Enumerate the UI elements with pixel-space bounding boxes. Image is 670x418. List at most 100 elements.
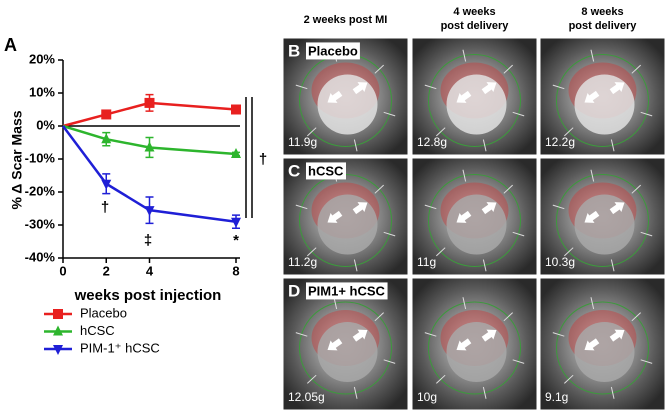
segment-line [503,184,513,194]
segment-line [307,374,317,384]
mri-image: 12.2g [539,37,666,156]
segment-line [512,231,525,237]
epicardial-contour [556,54,649,147]
legend-marker [53,309,63,319]
marker [144,206,155,217]
y-tick-label: -10% [25,150,56,165]
legend-marker [53,325,63,336]
arrow [352,202,368,215]
arrow [352,329,368,342]
marker [101,133,112,144]
mass-label: 11.2g [288,255,317,269]
arrow [584,90,600,103]
cavity [317,74,378,135]
legend-marker [53,345,63,355]
segment-line [503,312,513,322]
arrow [609,202,625,215]
arrow [456,338,472,351]
marker [231,148,241,159]
arrow [456,90,472,103]
arrow [327,90,343,103]
segment-line [552,84,565,90]
segment-line [436,374,446,384]
y-tick-label: -40% [25,249,56,264]
segment-line [462,169,467,182]
segment-line [374,312,384,322]
segment-line [640,111,653,117]
y-axis-title: % Δ Scar Mass [9,110,25,209]
cavity [317,194,378,255]
segment-line [564,127,574,137]
frame [282,277,409,411]
mass-label: 12.05g [288,390,325,404]
segment-line [564,374,574,384]
arrow [584,338,600,351]
mass-label: 10.3g [545,255,575,269]
segment-line [295,84,308,90]
y-tick-label: -30% [25,216,56,231]
segment-line [552,332,565,337]
segment-line [610,139,615,152]
cavity [317,322,378,382]
segment-line [590,169,595,182]
frame [282,37,409,156]
series-line [62,124,237,156]
arrow [481,82,497,95]
cavity [446,322,507,382]
mass-label: 11.9g [288,135,317,149]
column-header: 8 weeks [581,6,623,18]
mri-image: 11.2g [282,157,409,276]
cavity [446,194,507,255]
segment-line [353,386,358,399]
segment-line [462,49,467,62]
row-label-bg [306,162,346,180]
segment-line [631,312,641,322]
segment-line [482,139,487,152]
legend-label: hCSC [80,323,115,338]
x-axis-title: weeks post injection [74,287,222,304]
segment-line [307,127,317,137]
segment-line [503,64,513,74]
cavity [574,74,635,135]
segment-line [610,386,615,399]
y-tick-label: 0% [36,117,55,132]
cavity [574,322,635,382]
segment-line [374,64,384,74]
mass-label: 10g [417,390,437,404]
column-header: 2 weeks post MI [304,14,388,26]
row-label-bg [306,282,388,300]
frame [411,277,538,411]
mass-label: 11g [417,255,436,269]
marker [101,109,112,120]
column-header: post delivery [569,20,638,32]
mri-image: 10g [411,277,538,411]
series-line [62,101,237,128]
y-tick-label: 20% [29,51,55,66]
annotation: * [233,232,239,249]
x-tick-label: 0 [59,263,66,278]
segment-line [631,64,641,74]
annotation: ‡ [144,232,152,249]
x-tick-label: 2 [103,263,110,278]
mri-image: 11g [411,157,538,276]
epicardial-contour [428,301,521,395]
segment-line [640,359,653,364]
segment-line [552,204,565,210]
marker [101,179,112,190]
row-letter: C [288,161,300,180]
marker [231,217,241,228]
marker [144,97,155,108]
segment-line [482,259,487,272]
arrow [327,210,343,223]
marker [144,141,155,152]
row-letter: D [288,281,300,300]
row-label-bg [306,42,360,60]
epicardial-contour [299,301,392,395]
legend-label: Placebo [80,305,127,320]
epicardial-contour [428,54,521,147]
segment-line [383,111,396,117]
row-label: hCSC [308,163,344,178]
legend-label: PIM-1⁺ hCSC [80,340,160,355]
segment-line [590,297,595,310]
segment-line [512,359,525,364]
